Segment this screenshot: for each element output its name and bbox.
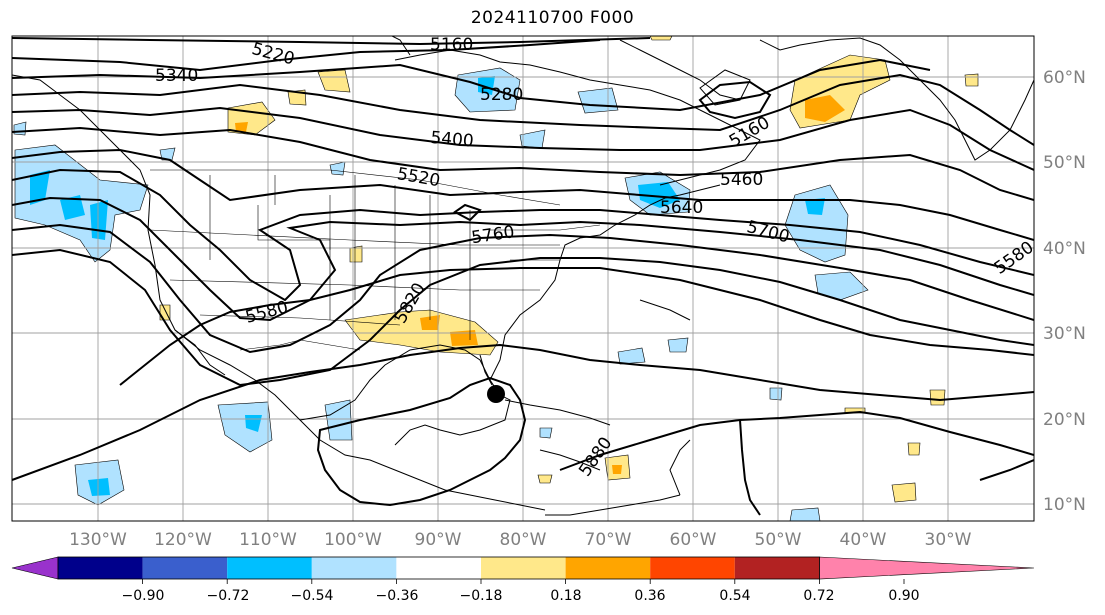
- borders: [149, 169, 601, 351]
- colorbar-tick-label: −0.90: [122, 588, 165, 604]
- longitude-label: 90°W: [415, 530, 462, 550]
- colorbar-tick-label: −0.36: [376, 588, 419, 604]
- colorbar-bin: [58, 557, 143, 579]
- latitude-label: 20°N: [1043, 410, 1086, 430]
- colorbar-bin: [481, 557, 566, 579]
- longitude-label: 100°W: [324, 530, 382, 550]
- colorbar-bin: [734, 557, 820, 579]
- colorbar-bin: [650, 557, 735, 579]
- latitude-label: 10°N: [1043, 495, 1086, 515]
- map-title: 2024110700 F000: [470, 8, 635, 28]
- colorbar-tick-label: −0.72: [207, 588, 250, 604]
- contour-label: 5340: [155, 66, 198, 86]
- colorbar-bin: [142, 557, 228, 579]
- colorbar-bin: [227, 557, 312, 579]
- colorbar-tick-label: 0.90: [888, 588, 919, 604]
- longitude-label: 30°W: [925, 530, 972, 550]
- longitude-axis: 130°W 120°W 110°W 100°W 90°W 80°W 70°W 6…: [69, 530, 972, 550]
- latitude-label: 40°N: [1043, 239, 1086, 259]
- contour-label: 5460: [720, 170, 763, 190]
- height-contours: [12, 37, 1034, 516]
- longitude-label: 50°W: [755, 530, 802, 550]
- shading-negative: [13, 67, 869, 521]
- longitude-label: 130°W: [69, 530, 127, 550]
- colorbar-tick-label: −0.54: [291, 588, 334, 604]
- latitude-label: 60°N: [1043, 68, 1086, 88]
- longitude-label: 120°W: [154, 530, 212, 550]
- contour-label: 5640: [660, 198, 703, 218]
- colorbar-ticks: −0.90 −0.72 −0.54 −0.36 −0.18 0.18 0.36 …: [122, 588, 920, 604]
- colorbar-frame: [57, 556, 820, 580]
- colorbar-tick-label: 0.72: [803, 588, 834, 604]
- colorbar-bin: [396, 557, 481, 579]
- storm-center-marker: [487, 385, 505, 403]
- contour-label: 5160: [430, 35, 473, 55]
- latitude-axis: 60°N 50°N 40°N 30°N 20°N 10°N: [1043, 68, 1086, 515]
- longitude-label: 80°W: [500, 530, 547, 550]
- longitude-label: 60°W: [670, 530, 717, 550]
- longitude-label: 110°W: [239, 530, 297, 550]
- contour-label: 5280: [480, 85, 523, 105]
- colorbar-tick-label: 0.18: [550, 588, 581, 604]
- colorbar: [11, 556, 1035, 584]
- latitude-label: 30°N: [1043, 324, 1086, 344]
- longitude-label: 70°W: [585, 530, 632, 550]
- colorbar-tick-label: 0.54: [719, 588, 750, 604]
- shading-positive: [159, 36, 979, 503]
- colorbar-bin: [565, 557, 651, 579]
- colorbar-tick-label: −0.18: [460, 588, 503, 604]
- map-frame: [11, 35, 1035, 522]
- colorbar-tick-label: 0.36: [634, 588, 665, 604]
- colorbar-under-extension: [11, 556, 59, 580]
- longitude-label: 40°W: [840, 530, 887, 550]
- latitude-label: 50°N: [1043, 153, 1086, 173]
- contour-label: 5400: [430, 128, 475, 152]
- colorbar-over-extension: [819, 556, 1035, 580]
- colorbar-bin: [311, 557, 397, 579]
